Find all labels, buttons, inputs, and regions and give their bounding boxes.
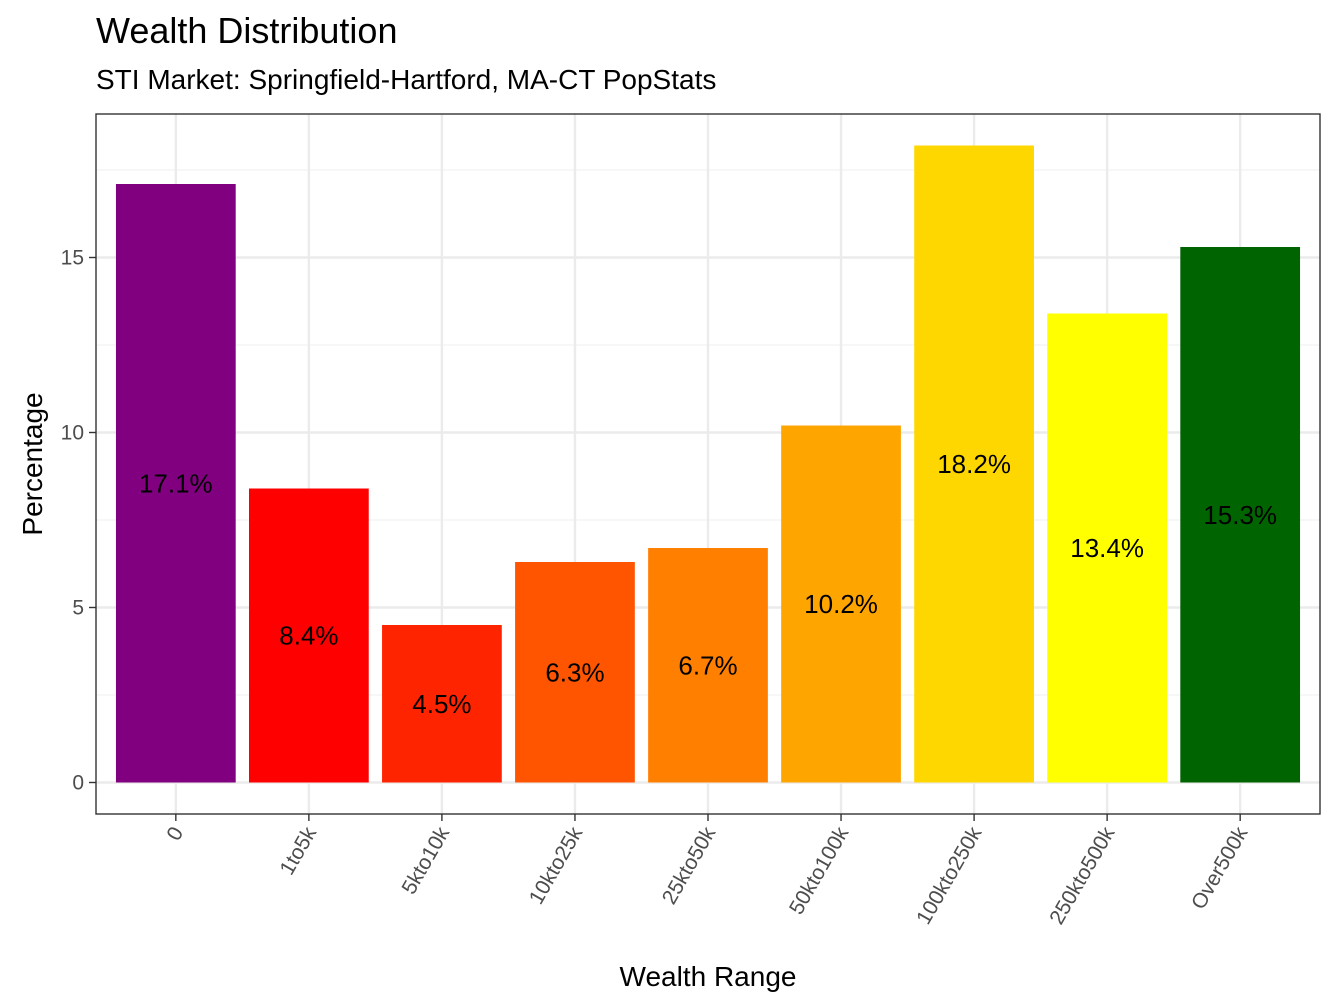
- y-tick-label: 0: [72, 772, 84, 795]
- x-tick-label: 10kto25k: [525, 823, 588, 909]
- x-tick-label: 100kto250k: [912, 823, 986, 929]
- bars: [115, 145, 1301, 783]
- x-tick-label: 0: [162, 823, 188, 845]
- chart-title: Wealth Distribution: [96, 10, 398, 51]
- bar-10kto25k: [515, 562, 635, 783]
- bar-label: 8.4%: [279, 621, 338, 651]
- bar-labels: 17.1% 8.4% 4.5% 6.3% 6.7% 10.2% 18.2% 13.4% 15.3…: [139, 449, 1277, 719]
- x-tick-label: 1to5k: [276, 823, 322, 879]
- bar-label: 15.3%: [1203, 500, 1277, 530]
- x-tick-label: 50kto100k: [785, 823, 854, 919]
- x-tick-label: 5kto10k: [398, 823, 455, 899]
- y-tick-label: 5: [72, 597, 84, 620]
- bar-label: 13.4%: [1070, 533, 1144, 563]
- x-axis: 0 1to5k 5kto10k 10kto25k 25kto50k 50kto100k 10…: [162, 814, 1253, 929]
- y-axis: 0 5 10 15: [61, 247, 96, 795]
- chart-subtitle: STI Market: Springfield-Hartford, MA-CT …: [96, 64, 717, 95]
- x-tick-label: 250kto500k: [1045, 823, 1119, 929]
- bar-250kto500k: [1047, 313, 1167, 783]
- y-tick-label: 10: [61, 422, 84, 445]
- y-tick-label: 15: [61, 247, 84, 270]
- bar-0: [115, 184, 236, 783]
- bar-label: 10.2%: [804, 589, 878, 619]
- bar-Over500k: [1180, 247, 1301, 783]
- bar-100kto250k: [914, 145, 1034, 783]
- bar-1to5k: [249, 488, 369, 783]
- x-tick-label: Over500k: [1187, 823, 1253, 914]
- y-axis-title: Percentage: [17, 392, 48, 535]
- bar-label: 6.7%: [678, 650, 737, 680]
- bar-25kto50k: [648, 548, 768, 783]
- bar-label: 6.3%: [545, 657, 604, 687]
- bar-label: 4.5%: [412, 689, 471, 719]
- bar-50kto100k: [781, 425, 901, 783]
- x-tick-label: 25kto50k: [658, 823, 721, 909]
- bar-label: 18.2%: [937, 449, 1011, 479]
- x-axis-title: Wealth Range: [620, 961, 797, 992]
- bar-label: 17.1%: [139, 468, 213, 498]
- bar-5kto10k: [382, 625, 502, 783]
